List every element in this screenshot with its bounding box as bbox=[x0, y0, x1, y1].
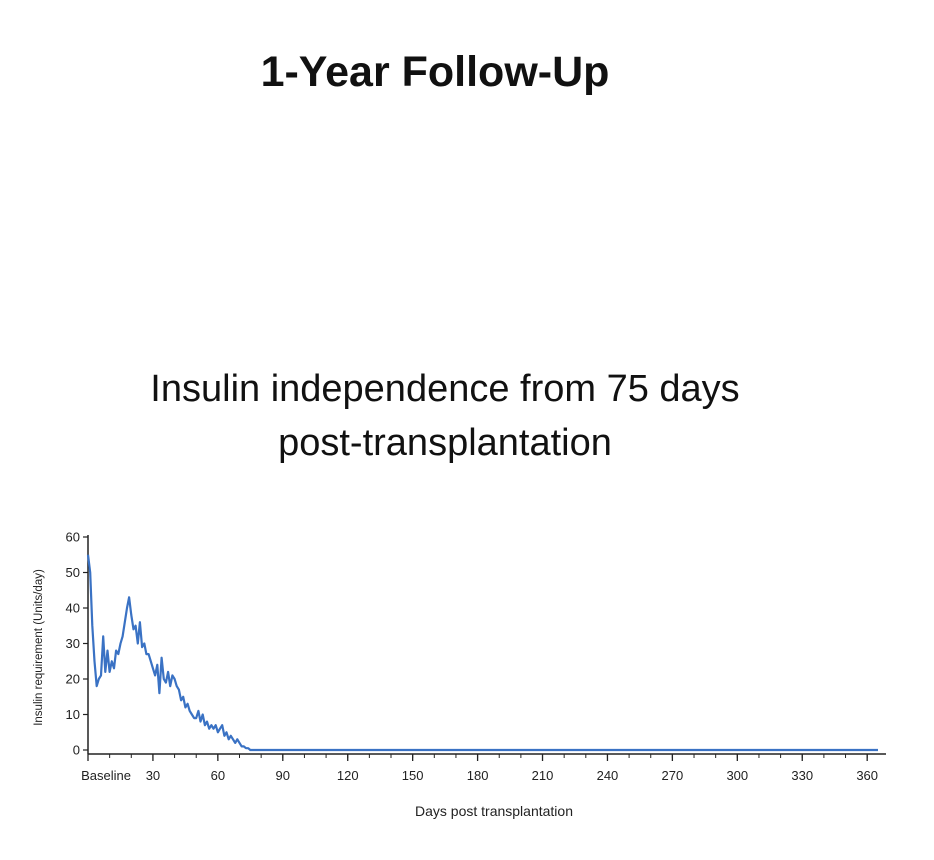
x-tick-label: 210 bbox=[532, 768, 554, 783]
subtitle-line-2: post-transplantation bbox=[278, 422, 612, 464]
x-tick-label: Baseline bbox=[81, 768, 131, 783]
y-ticks: 0 10 20 30 40 50 60 bbox=[66, 530, 88, 758]
slide-title: 1-Year Follow-Up bbox=[260, 48, 610, 96]
slide-subtitle: Insulin independence from 75 days post-t… bbox=[60, 362, 830, 470]
y-axis-title: Insulin requirement (Units/day) bbox=[33, 569, 45, 726]
x-tick-label: 300 bbox=[726, 768, 748, 783]
y-tick-label: 0 bbox=[73, 743, 80, 758]
subtitle-line-1: Insulin independence from 75 days bbox=[150, 368, 740, 410]
x-tick-label: 330 bbox=[791, 768, 813, 783]
y-tick-label: 20 bbox=[66, 672, 80, 687]
y-tick-label: 60 bbox=[66, 530, 80, 545]
x-tick-label: 180 bbox=[467, 768, 489, 783]
series-line bbox=[86, 554, 878, 752]
x-axis-title: Days post transplantation bbox=[415, 803, 573, 819]
y-tick-label: 10 bbox=[66, 707, 80, 722]
x-tick-label: 120 bbox=[337, 768, 359, 783]
y-tick-label: 50 bbox=[66, 565, 80, 580]
x-tick-label: 60 bbox=[211, 768, 225, 783]
insulin-requirement-chart: 0 10 20 30 40 50 60 Baseline 30 60 90 120 150 180 210… bbox=[33, 530, 886, 819]
x-tick-label: 360 bbox=[856, 768, 878, 783]
y-tick-label: 30 bbox=[66, 636, 80, 651]
x-ticks: Baseline 30 60 90 120 150 180 210 240 270 300 330 36… bbox=[81, 754, 878, 783]
x-tick-label: 30 bbox=[146, 768, 160, 783]
y-tick-label: 40 bbox=[66, 601, 80, 616]
x-tick-label: 150 bbox=[402, 768, 424, 783]
x-tick-label: 270 bbox=[662, 768, 684, 783]
x-tick-label: 240 bbox=[597, 768, 619, 783]
x-tick-label: 90 bbox=[276, 768, 290, 783]
